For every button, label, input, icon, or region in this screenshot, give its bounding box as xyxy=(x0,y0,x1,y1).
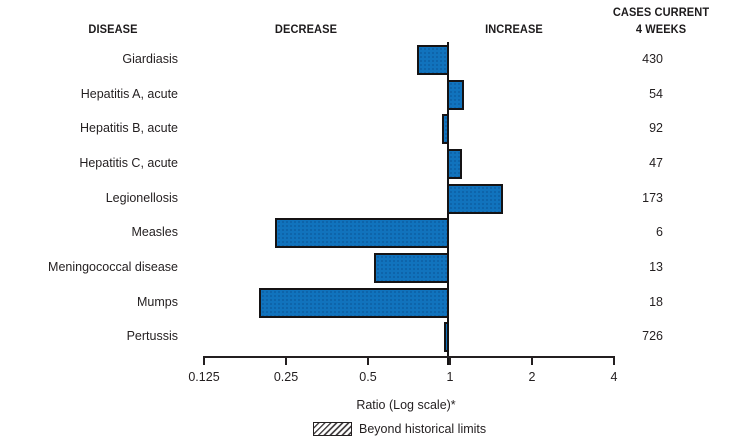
disease-label: Mumps xyxy=(137,295,178,309)
disease-label: Hepatitis A, acute xyxy=(80,87,178,101)
x-axis-tick-label: 2 xyxy=(528,370,536,384)
disease-label: Hepatitis B, acute xyxy=(80,121,178,135)
x-axis-tick-label: 0.5 xyxy=(359,370,377,384)
case-count: 54 xyxy=(649,87,663,101)
x-axis-tick xyxy=(613,356,615,365)
ratio-bar xyxy=(444,322,449,352)
case-count: 13 xyxy=(649,260,663,274)
column-header-decrease: DECREASE xyxy=(274,24,338,36)
x-axis-tick-label: 0.125 xyxy=(188,370,220,384)
x-axis-tick-label: 0.25 xyxy=(273,370,299,384)
case-count: 726 xyxy=(642,329,663,343)
disease-label: Giardiasis xyxy=(122,52,178,66)
case-count: 47 xyxy=(649,156,663,170)
ratio-bar xyxy=(275,218,449,248)
disease-label: Measles xyxy=(131,225,178,239)
x-axis-line xyxy=(203,356,615,358)
column-header-increase: INCREASE xyxy=(485,24,543,36)
legend-hatch-swatch xyxy=(313,422,352,436)
x-axis-tick xyxy=(285,356,287,365)
disease-label: Legionellosis xyxy=(105,191,178,205)
x-axis-tick xyxy=(367,356,369,365)
x-axis-tick-label: 1 xyxy=(446,370,454,384)
ratio-bar xyxy=(447,184,504,214)
disease-label: Pertussis xyxy=(126,329,178,343)
case-count: 173 xyxy=(642,191,663,205)
ratio-bar xyxy=(447,149,463,179)
case-count: 6 xyxy=(656,225,663,239)
case-count: 18 xyxy=(649,295,663,309)
case-count: 430 xyxy=(642,52,663,66)
ratio-bar xyxy=(258,288,449,318)
x-axis-tick xyxy=(203,356,205,365)
column-header-disease: DISEASE xyxy=(88,24,138,36)
x-axis-tick-label: 4 xyxy=(610,370,618,384)
disease-label: Meningococcal disease xyxy=(48,260,178,274)
ratio-bar xyxy=(441,114,449,144)
x-axis-label: Ratio (Log scale)* xyxy=(356,398,456,412)
ratio-bar xyxy=(416,45,449,75)
disease-label: Hepatitis C, acute xyxy=(79,156,178,170)
column-header-cases-line1: CASES CURRENT xyxy=(612,7,710,19)
x-axis-tick xyxy=(531,356,533,365)
ratio-bar xyxy=(373,253,449,283)
legend-label: Beyond historical limits xyxy=(359,422,487,436)
case-count: 92 xyxy=(649,121,663,135)
column-header-cases-line2: 4 WEEKS xyxy=(635,24,687,36)
ratio-bar xyxy=(447,80,464,110)
x-axis-tick xyxy=(449,356,451,365)
